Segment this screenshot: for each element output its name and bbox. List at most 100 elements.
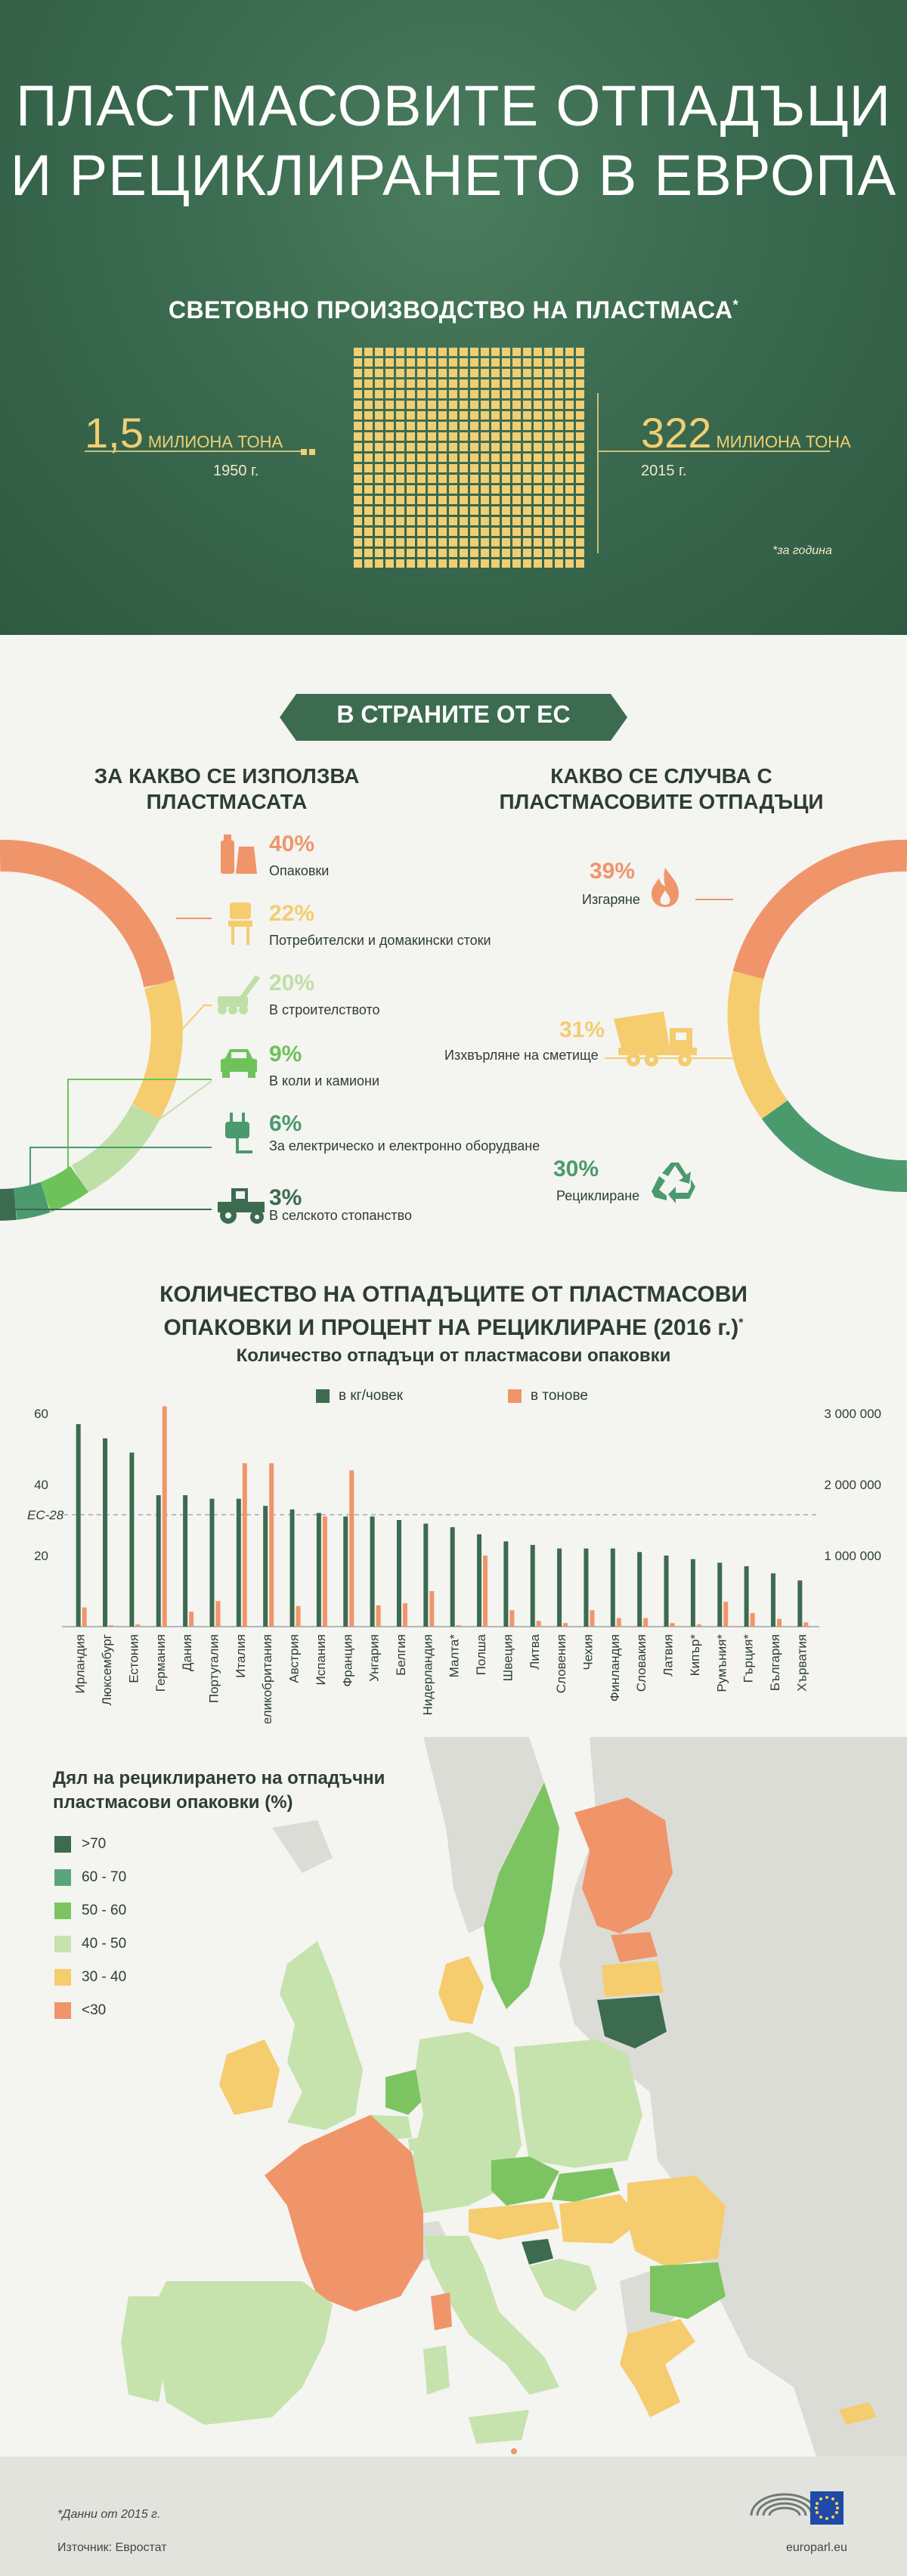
production-square [544,464,553,472]
production-square [396,443,404,451]
production-square [417,411,426,420]
map-norway [423,1737,544,1934]
map-latvia [602,1961,664,1997]
production-square [481,496,489,504]
right-axis-tick: 2 000 000 [824,1478,881,1492]
production-square [385,358,394,367]
production-square [438,432,447,441]
production-square [544,432,553,441]
production-square [438,358,447,367]
map-title-line2: пластмасови опаковки (%) [53,1792,293,1813]
map-poland [514,2039,642,2168]
production-square [544,496,553,504]
production-square [576,401,584,409]
production-square [417,496,426,504]
production-square [555,411,563,420]
production-square [534,369,542,377]
bar-kg [289,1509,295,1627]
production-square [364,369,373,377]
category-label: Латвия [661,1634,676,1677]
uses-packaging-pct: 40% [269,831,315,856]
production-square [576,496,584,504]
production-square [460,559,468,568]
waste-landfill-pct: 31% [559,1017,605,1042]
uses-leader-consumer [162,1005,212,1051]
category-label: Румъния* [714,1634,729,1692]
production-square [449,390,457,398]
waste-title: КАКВО СЕ СЛУЧВА С ПЛАСТМАСОВИТЕ ОТПАДЪЦИ [476,763,847,815]
bar-kg [717,1562,723,1627]
production-square [460,454,468,462]
production-square [354,358,362,367]
production-square [407,506,415,515]
production-square [407,432,415,441]
production-square [523,369,531,377]
production-square [470,390,478,398]
production-square [481,358,489,367]
production-square [417,464,426,472]
production-square [491,411,500,420]
production-square [555,401,563,409]
production-2015-unit: МИЛИОНА ТОНА [716,432,851,451]
production-square [576,506,584,515]
production-square [460,432,468,441]
production-square [491,549,500,557]
production-1950-year: 1950 г. [213,463,259,479]
production-square [364,422,373,430]
production-square [354,348,362,356]
waste-title-line1: КАКВО СЕ СЛУЧВА С [550,764,772,788]
production-2015-year: 2015 г. [641,463,687,479]
eu-parliament-logo-icon [750,2491,844,2525]
bar-kg [744,1566,749,1627]
production-square [470,506,478,515]
map-legend-item: >70 [54,1833,106,1856]
production-square [438,506,447,515]
bar-kg [690,1559,695,1627]
production-square [502,422,510,430]
production-square [428,348,436,356]
production-square [354,401,362,409]
production-square [407,422,415,430]
recycle-icon [652,1163,695,1203]
left-axis-tick: 60 [34,1407,48,1421]
map-lithuania [597,1995,667,2048]
category-label: Финландия [608,1634,622,1701]
production-square [428,475,436,483]
uses-leader-cars [67,1079,212,1178]
production-square [385,464,394,472]
production-square [449,401,457,409]
uses-arc-cars [39,1166,89,1212]
production-square [385,401,394,409]
map-iceland-area [272,1820,333,1873]
production-square [576,485,584,494]
waste-arc-recycling [761,1100,907,1193]
production-square [523,485,531,494]
chart-title-line1: КОЛИЧЕСТВО НА ОТПАДЪЦИТЕ ОТ ПЛАСТМАСОВИ [159,1282,748,1307]
production-square [544,454,553,462]
production-square [396,369,404,377]
production-square [565,390,574,398]
bar-kg [103,1438,108,1627]
production-square [460,401,468,409]
production-square [481,443,489,451]
production-square [481,401,489,409]
production-square [481,538,489,546]
production-square [555,432,563,441]
production-square [523,358,531,367]
production-square [460,549,468,557]
waste-recycling-label: Рециклиране [556,1188,640,1203]
bar-tonnes [162,1406,167,1627]
bar-chart: ЕС-28 20 40 60 1 000 000 2 000 000 3 000 000 Ир… [27,1406,881,1723]
production-square [385,475,394,483]
production-square [491,422,500,430]
production-square [576,538,584,546]
production-square [375,517,383,525]
category-label: Дания [180,1634,194,1671]
production-square [375,422,383,430]
production-square [407,485,415,494]
production-square [460,379,468,388]
production-square [555,454,563,462]
production-square [438,390,447,398]
production-square [565,401,574,409]
production-square [438,475,447,483]
